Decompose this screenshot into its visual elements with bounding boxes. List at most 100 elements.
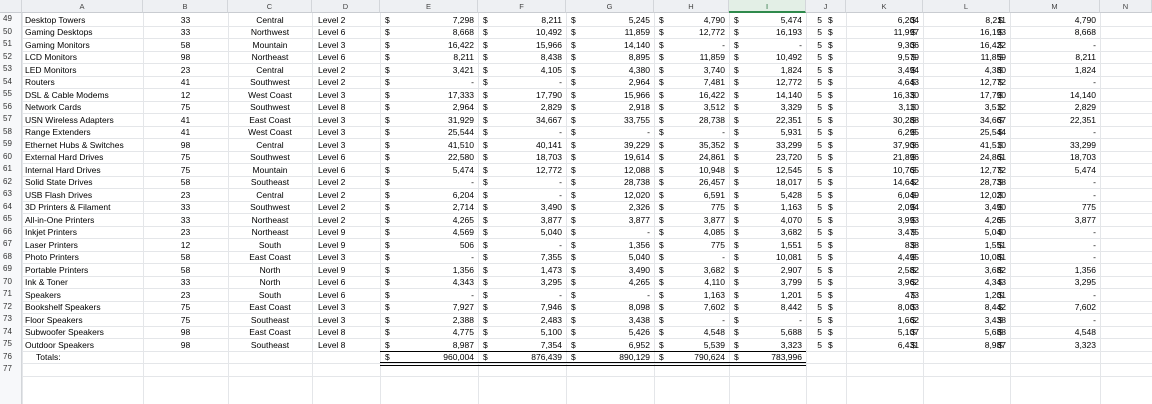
amount-cell[interactable]: 8,211 (1075, 52, 1096, 62)
amount-cell[interactable]: 3,438 (984, 314, 1006, 325)
amount-cell[interactable]: - (559, 177, 562, 187)
amount-cell[interactable]: 6,295 (897, 127, 919, 137)
count-cell[interactable]: 5 (817, 27, 822, 37)
amount-cell[interactable]: 1,824 (1074, 64, 1096, 75)
amount-cell[interactable]: 12,772 (980, 164, 1006, 175)
quantity-cell[interactable]: 98 (180, 327, 191, 337)
amount-cell[interactable]: 18,703 (536, 152, 562, 162)
amount-cell[interactable]: 28,738 (699, 114, 725, 125)
level-cell[interactable]: Level 3 (318, 114, 346, 125)
amount-cell[interactable]: 24,861 (980, 152, 1006, 162)
amount-cell[interactable]: 16,422 (699, 89, 725, 100)
amount-cell[interactable]: 16,193 (776, 27, 802, 37)
amount-cell[interactable]: 1,356 (1074, 264, 1096, 275)
level-cell[interactable]: Level 8 (318, 327, 346, 337)
amount-cell[interactable]: 35,352 (699, 139, 725, 150)
amount-cell[interactable]: 3,490 (540, 202, 562, 212)
region-cell[interactable]: Southeast (250, 314, 290, 325)
amount-cell[interactable]: 23,720 (776, 152, 802, 162)
amount-cell[interactable]: 34,667 (980, 114, 1006, 125)
amount-cell[interactable]: 9,579 (897, 52, 919, 62)
count-cell[interactable]: 5 (817, 152, 822, 162)
amount-cell[interactable]: 775 (710, 239, 725, 250)
amount-cell[interactable]: 1,662 (897, 314, 919, 325)
amount-cell[interactable]: 1,551 (984, 239, 1006, 250)
count-cell[interactable]: 5 (817, 202, 822, 212)
quantity-cell[interactable]: 41 (180, 77, 191, 87)
amount-cell[interactable]: 1,824 (780, 64, 802, 75)
item-name-cell[interactable]: Solid State Drives (25, 177, 93, 187)
column-header-g[interactable]: G (566, 0, 654, 13)
amount-cell[interactable]: 6,204 (897, 14, 919, 25)
amount-cell[interactable]: 39,229 (624, 139, 650, 150)
quantity-cell[interactable]: 98 (180, 339, 191, 350)
amount-cell[interactable]: 2,964 (452, 102, 474, 112)
item-name-cell[interactable]: 3D Printers & Filament (25, 202, 111, 212)
level-cell[interactable]: Level 9 (318, 264, 346, 275)
row-header[interactable]: 70 (0, 275, 22, 288)
amount-cell[interactable]: 2,094 (897, 202, 919, 212)
amount-cell[interactable]: 1,356 (452, 264, 474, 275)
quantity-cell[interactable]: 23 (180, 289, 191, 300)
amount-cell[interactable]: 6,952 (628, 339, 650, 350)
amount-cell[interactable]: 8,098 (628, 302, 650, 312)
amount-cell[interactable]: - (559, 77, 562, 87)
amount-cell[interactable]: 2,918 (628, 102, 650, 112)
amount-cell[interactable]: - (1093, 239, 1096, 250)
region-cell[interactable]: Mountain (252, 164, 288, 175)
level-cell[interactable]: Level 2 (318, 214, 346, 225)
region-cell[interactable]: North (259, 264, 281, 275)
amount-cell[interactable]: 8,668 (452, 27, 474, 37)
amount-cell[interactable]: 4,343 (984, 277, 1006, 287)
item-name-cell[interactable]: Routers (25, 77, 55, 87)
row-header[interactable]: 51 (0, 38, 22, 51)
item-name-cell[interactable]: LED Monitors (25, 64, 77, 75)
row-header[interactable]: 53 (0, 63, 22, 76)
count-cell[interactable]: 5 (817, 239, 822, 250)
item-name-cell[interactable]: Gaming Desktops (25, 27, 93, 37)
count-cell[interactable]: 5 (817, 114, 822, 125)
amount-cell[interactable]: 12,772 (980, 77, 1006, 87)
amount-cell[interactable]: - (1093, 127, 1096, 137)
amount-cell[interactable]: 3,438 (628, 314, 650, 325)
amount-cell[interactable]: 8,438 (540, 52, 562, 62)
amount-cell[interactable]: 8,442 (984, 302, 1006, 312)
amount-cell[interactable]: 3,295 (540, 277, 562, 287)
amount-cell[interactable]: 4,495 (897, 252, 919, 262)
count-cell[interactable]: 5 (817, 264, 822, 275)
row-header[interactable]: 71 (0, 288, 22, 301)
quantity-cell[interactable]: 98 (180, 139, 191, 150)
amount-cell[interactable]: 1,356 (628, 239, 650, 250)
quantity-cell[interactable]: 23 (180, 189, 191, 200)
count-cell[interactable]: 5 (817, 102, 822, 112)
totals-label[interactable]: Totals: (36, 352, 61, 362)
amount-cell[interactable]: 3,682 (703, 264, 725, 275)
amount-cell[interactable]: - (1093, 227, 1096, 237)
row-header[interactable]: 55 (0, 88, 22, 101)
amount-cell[interactable]: 4,643 (897, 77, 919, 87)
amount-cell[interactable]: 18,017 (776, 177, 802, 187)
row-header[interactable]: 50 (0, 25, 22, 38)
amount-cell[interactable]: 3,682 (780, 227, 802, 237)
level-cell[interactable]: Level 2 (318, 202, 346, 212)
row-header[interactable]: 66 (0, 225, 22, 238)
row-header[interactable]: 54 (0, 75, 22, 88)
amount-cell[interactable]: - (647, 227, 650, 237)
item-name-cell[interactable]: Range Extenders (25, 127, 91, 137)
amount-cell[interactable]: 41,510 (448, 139, 474, 150)
amount-cell[interactable]: 16,193 (980, 27, 1006, 37)
amount-cell[interactable]: 5,688 (780, 327, 802, 337)
amount-cell[interactable]: - (647, 127, 650, 137)
amount-cell[interactable]: 4,380 (984, 64, 1006, 75)
row-header[interactable]: 73 (0, 313, 22, 326)
amount-cell[interactable]: 5,245 (628, 14, 650, 25)
amount-cell[interactable]: 8,895 (628, 52, 650, 62)
amount-cell[interactable]: 5,040 (540, 227, 562, 237)
amount-cell[interactable]: 4,110 (704, 277, 725, 287)
level-cell[interactable]: Level 8 (318, 339, 346, 350)
amount-cell[interactable]: 3,799 (780, 277, 802, 287)
amount-cell[interactable]: 40,141 (536, 139, 562, 150)
amount-cell[interactable]: 12,020 (980, 189, 1006, 200)
amount-cell[interactable]: 10,765 (893, 164, 919, 175)
amount-cell[interactable]: - (1093, 177, 1096, 187)
